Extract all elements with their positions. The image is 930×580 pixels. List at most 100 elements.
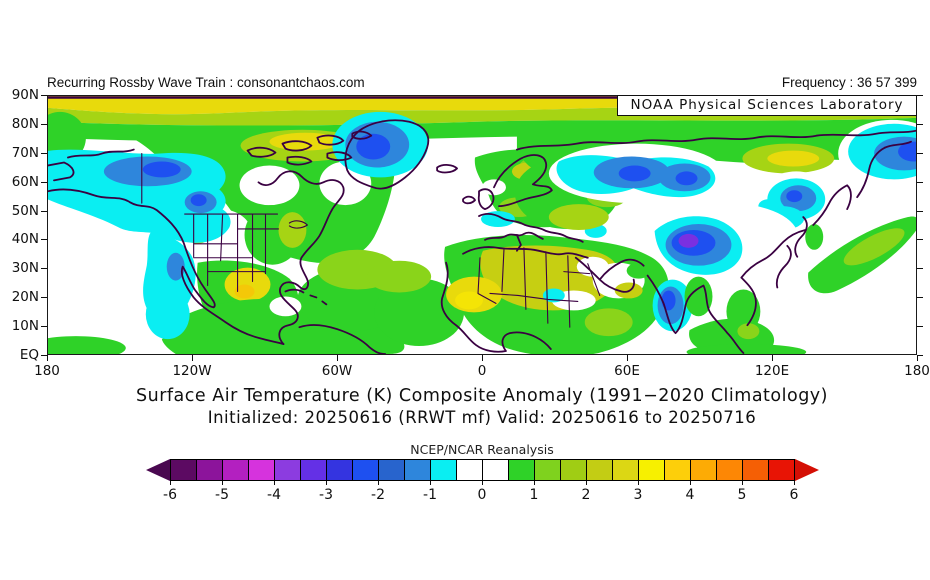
x-axis-tick [192,355,193,361]
legend-tick [638,481,639,485]
legend-color-cell [664,459,691,481]
anomaly-shade-shape [234,284,255,299]
anomaly-shade-shape [48,207,118,283]
legend-tick-label: -6 [163,487,177,503]
plot-title: Surface Air Temperature (K) Composite An… [136,386,828,406]
legend-color-cell [170,459,197,481]
legend-tick-label: -3 [319,487,333,503]
x-axis-tick-label: 60E [614,363,640,379]
anomaly-shade-shape [584,308,633,337]
y-axis-tick [41,297,47,299]
coast-china-japan-kamchatka [740,146,886,289]
legend-tick [326,481,327,485]
legend-tick [430,481,431,485]
legend-color-cell [482,459,509,481]
x-axis-tick [337,355,338,361]
coast-india-seasia [646,274,757,354]
legend-color-cell [430,459,457,481]
y-axis-tick [41,181,47,183]
anomaly-shade-shape [626,262,651,279]
coast-alaska-westcoast [48,161,285,345]
legend-tick-label: -5 [215,487,229,503]
x-axis-tick [482,355,483,361]
y-axis-tick [41,152,47,154]
legend-tick [794,481,795,485]
anomaly-shade-shape [548,204,609,230]
y-axis-tick [41,326,47,328]
legend-color-cell [378,459,405,481]
legend-color-cell [352,459,379,481]
legend-color-cell [456,459,483,481]
y-axis-tick-label: 50N [11,202,39,219]
legend-color-cell [638,459,665,481]
x-axis-tick [772,355,773,361]
y-axis-tick-label: 70N [11,144,39,161]
anomaly-shade-shape [142,161,181,178]
legend-tick [378,481,379,485]
y-axis-tick-right [917,239,923,241]
anomaly-shade-shape [166,252,185,281]
x-axis-tick-label: 0 [477,363,487,379]
legend-tick-label: 4 [685,487,695,503]
y-axis-tick-right [917,181,923,183]
legend-color-cell [742,459,769,481]
anomaly-shade-shape [455,291,483,310]
x-axis-tick [917,355,918,361]
y-axis-tick-right [917,297,923,299]
anomaly-shade-shape [661,290,676,311]
legend-color-cell [196,459,223,481]
coast-south-america-caribbean [284,288,387,354]
coast-gulf-eastcoast [257,170,345,345]
y-axis-tick [41,123,47,125]
map-plot-area: NOAA Physical Sciences Laboratory [47,95,917,355]
coast-europe [478,154,584,243]
anomaly-shade-shape [678,233,699,248]
anomaly-shade-shape [145,289,190,340]
legend-color-cell [300,459,327,481]
coast-siberia-north [67,129,916,159]
legend-tick [742,481,743,485]
y-axis-tick [41,239,47,241]
anomaly-shade-shape [786,190,803,203]
y-axis-tick-label: EQ [19,347,39,363]
anomaly-shade-shape [684,276,713,317]
anomaly-shade-shape [686,344,807,354]
legend-color-cell [534,459,561,481]
y-axis-tick-right [917,95,923,96]
anomaly-shade-shape [269,296,302,317]
y-axis-tick-right [917,123,923,125]
legend-color-cell [508,459,535,481]
legend-color-cell [768,459,795,481]
legend-tick-label: 3 [633,487,643,503]
anomaly-shade-shape [190,194,207,207]
y-axis-tick-right [917,152,923,154]
y-axis-tick-label: 30N [11,260,39,277]
y-axis-tick-right [917,326,923,328]
y-axis-tick-right [917,355,923,356]
coast-iceland [436,164,458,174]
header-frequency-text: Frequency : 36 57 399 [781,75,917,90]
anomaly-shade-shape [898,141,916,162]
us-state-borders [141,153,308,293]
y-axis-tick [41,268,47,270]
legend-color-cell [690,459,717,481]
legend-color-cell [560,459,587,481]
y-axis-tick [41,355,47,356]
anomaly-shade-shape [618,165,651,182]
anomaly-shade-shape [48,336,126,354]
y-axis-tick-label: 40N [11,231,39,248]
noaa-watermark-label: NOAA Physical Sciences Laboratory [617,95,917,116]
legend-tick [482,481,483,485]
anomaly-shade-shape [278,212,307,248]
legend-tick-label: -1 [423,487,437,503]
legend-color-cell [326,459,353,481]
legend-tick [170,481,171,485]
x-axis-tick-label: 120E [754,363,790,379]
plot-subtitle: Initialized: 20250616 (RRWT mf) Valid: 2… [207,408,757,427]
legend-tick [274,481,275,485]
spain-cold-spot [481,211,515,227]
x-axis-tick-label: 120W [172,363,212,379]
x-axis-tick [47,355,48,361]
legend-left-arrow [146,459,170,481]
y-axis-tick-label: 80N [11,115,39,132]
